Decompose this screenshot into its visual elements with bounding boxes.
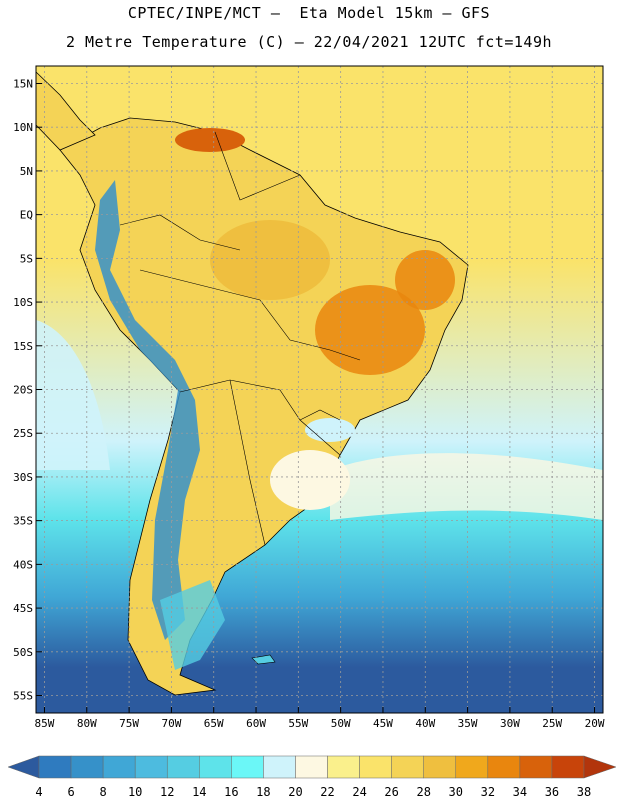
lat-label: 55S [13, 690, 33, 703]
central-america [36, 71, 96, 151]
lon-label: 40W [415, 717, 435, 730]
colorbar-label: 14 [192, 785, 206, 799]
colorbar-label: 38 [577, 785, 591, 799]
lat-label: 25S [13, 427, 33, 440]
colorbar-swatch [487, 755, 521, 779]
colorbar-swatch [295, 755, 328, 779]
colorbar-label: 34 [513, 785, 527, 799]
border-line [214, 131, 301, 201]
colorbar-swatch [423, 755, 457, 779]
colorbar-left-arrow [7, 755, 40, 779]
venezuela-hot-area [175, 128, 245, 152]
lat-label: 10N [13, 121, 33, 134]
colorbar-swatch [166, 755, 200, 779]
lat-label: 50S [13, 646, 33, 659]
colorbar-swatch [70, 755, 104, 779]
colorbar: 4 6 8 10 12 14 16 18 20 22 24 26 28 30 32 34 36 38 [7, 755, 617, 799]
northeast-hot-area [395, 250, 455, 310]
border-line [229, 379, 266, 546]
border-line [299, 409, 341, 421]
lat-label: 15S [13, 340, 33, 353]
lat-label: 40S [13, 558, 33, 571]
colorbar-swatch [519, 755, 553, 779]
title-line-1: CPTEC/INPE/MCT – Eta Model 15km – GFS [127, 4, 491, 22]
colorbar-swatch [455, 755, 489, 779]
lon-label: 80W [77, 717, 97, 730]
colorbar-swatch [134, 755, 168, 779]
colorbar-label: 12 [160, 785, 174, 799]
lon-label: 60W [246, 717, 266, 730]
colorbar-label: 36 [545, 785, 559, 799]
colorbar-swatch [263, 755, 296, 779]
border-line [119, 214, 241, 251]
colorbar-swatch [551, 755, 585, 779]
lat-label: 15N [13, 77, 33, 90]
andes-cold-strip [95, 180, 200, 640]
lon-label: 65W [204, 717, 224, 730]
colorbar-label: 8 [100, 785, 107, 799]
colorbar-swatch [327, 755, 360, 779]
colorbar-right-arrow [583, 755, 617, 779]
colorbar-label: 30 [449, 785, 463, 799]
pacific-cool-band [36, 320, 110, 470]
colorbar-label: 28 [416, 785, 430, 799]
lon-label: 35W [458, 717, 478, 730]
lon-label: 45W [373, 717, 393, 730]
lon-label: 30W [500, 717, 520, 730]
uruguay-cool-area [305, 418, 355, 442]
south-cool-area [270, 450, 350, 510]
colorbar-label: 16 [224, 785, 238, 799]
title-line-2: 2 Metre Temperature (C) – 22/04/2021 12U… [65, 33, 553, 51]
lon-label: 75W [119, 717, 139, 730]
colorbar-swatch [231, 755, 264, 779]
colorbar-label: 32 [481, 785, 495, 799]
colorbar-swatch [102, 755, 136, 779]
colorbar-swatch [38, 755, 72, 779]
lat-label: 45S [13, 602, 33, 615]
patagonia-cool-area [160, 580, 225, 670]
colorbar-label: 22 [320, 785, 334, 799]
lon-label: 50W [331, 717, 351, 730]
colorbar-label: 18 [256, 785, 270, 799]
lat-label: 30S [13, 471, 33, 484]
colorbar-label: 24 [352, 785, 366, 799]
lon-label: 55W [288, 717, 308, 730]
lat-label: EQ [20, 209, 33, 222]
colorbar-label: 20 [288, 785, 302, 799]
colorbar-label: 26 [384, 785, 398, 799]
brazil-central-hot-area [315, 285, 425, 375]
colorbar-swatch [359, 755, 392, 779]
lat-label: 20S [13, 384, 33, 397]
lat-label: 10S [13, 296, 33, 309]
lon-label: 70W [161, 717, 181, 730]
colorbar-label: 6 [67, 785, 74, 799]
atlantic-warm-band [330, 453, 603, 520]
lat-label: 35S [13, 515, 33, 528]
colorbar-swatch [391, 755, 424, 779]
lat-label: 5N [20, 165, 33, 178]
border-line [179, 379, 341, 456]
lon-label: 20W [585, 717, 605, 730]
colorbar-label: 10 [128, 785, 142, 799]
colorbar-swatch [199, 755, 232, 779]
border-line [139, 269, 361, 361]
lon-label: 25W [542, 717, 562, 730]
amazon-hot-area [210, 220, 330, 300]
lat-label: 5S [20, 252, 33, 265]
lon-label: 85W [35, 717, 55, 730]
colorbar-label: 4 [35, 785, 42, 799]
